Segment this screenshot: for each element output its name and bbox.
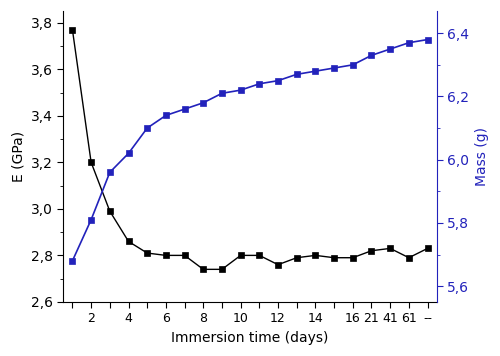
Y-axis label: Mass (g): Mass (g) [475, 127, 489, 186]
X-axis label: Immersion time (days): Immersion time (days) [172, 331, 328, 345]
Y-axis label: E (GPa): E (GPa) [11, 131, 25, 182]
